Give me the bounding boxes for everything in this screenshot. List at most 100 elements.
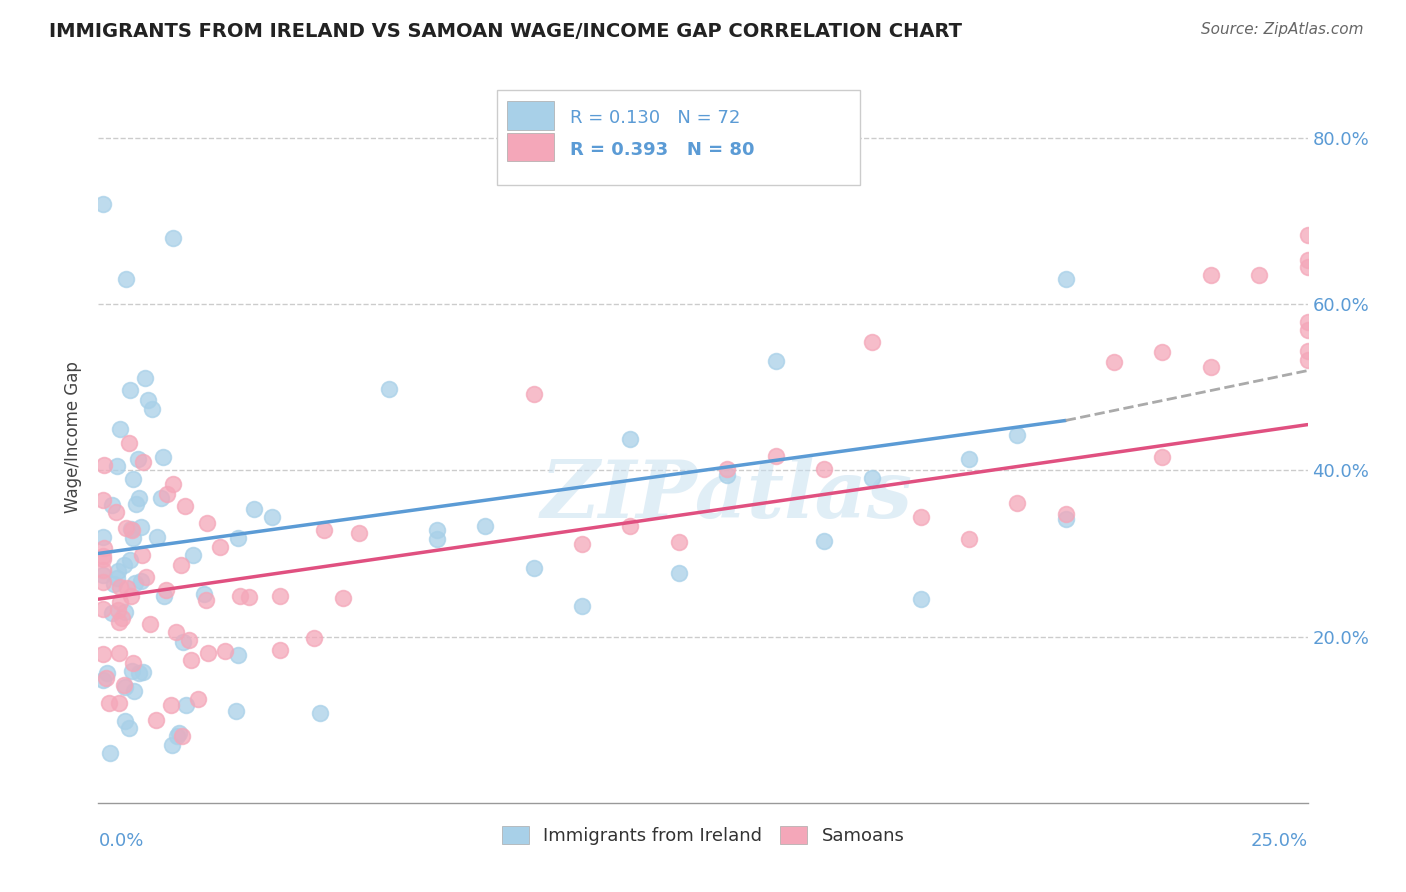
Point	[910, 591, 932, 606]
Point	[108, 646, 131, 660]
Point	[1054, 508, 1077, 522]
Point	[124, 576, 146, 591]
Point	[1296, 260, 1319, 274]
Point	[314, 523, 336, 537]
Legend: Immigrants from Ireland, Samoans: Immigrants from Ireland, Samoans	[495, 819, 911, 852]
Point	[1054, 272, 1077, 286]
Point	[174, 698, 197, 712]
Y-axis label: Wage/Income Gap: Wage/Income Gap	[65, 361, 83, 513]
Point	[91, 563, 114, 577]
Point	[1102, 355, 1125, 369]
Point	[100, 607, 122, 621]
Point	[193, 587, 215, 601]
Point	[105, 571, 128, 585]
Point	[716, 461, 738, 475]
Point	[1152, 344, 1174, 359]
Point	[103, 576, 125, 591]
Point	[162, 477, 184, 491]
Point	[1296, 343, 1319, 358]
Point	[108, 580, 131, 594]
Point	[1152, 450, 1174, 464]
Point	[162, 230, 184, 244]
Point	[136, 392, 159, 407]
Point	[177, 633, 200, 648]
Point	[110, 422, 132, 436]
Point	[131, 574, 153, 589]
Point	[716, 467, 738, 482]
Point	[120, 590, 142, 604]
Point	[1199, 268, 1222, 283]
Point	[91, 492, 114, 507]
Point	[115, 272, 138, 286]
Point	[172, 729, 194, 743]
Point	[1296, 253, 1319, 268]
Point	[122, 683, 145, 698]
Point	[118, 553, 141, 567]
Point	[96, 665, 118, 680]
Point	[128, 665, 150, 680]
Point	[114, 605, 136, 619]
Point	[957, 451, 980, 466]
Point	[118, 721, 141, 735]
Point	[813, 533, 835, 548]
Point	[91, 601, 114, 615]
Point	[195, 516, 218, 530]
Point	[426, 532, 449, 546]
Point	[242, 502, 264, 516]
Point	[208, 540, 231, 554]
Point	[1249, 268, 1271, 282]
Point	[108, 595, 131, 609]
Point	[91, 530, 114, 544]
Point	[91, 549, 114, 563]
Point	[131, 548, 153, 562]
Point	[114, 714, 136, 729]
Text: 0.0%: 0.0%	[98, 832, 143, 850]
Point	[238, 590, 260, 604]
Point	[426, 524, 449, 538]
Point	[1296, 227, 1319, 242]
Point	[765, 354, 787, 368]
Point	[149, 491, 172, 505]
Point	[668, 566, 690, 580]
Point	[145, 713, 167, 727]
Point	[91, 574, 114, 589]
Point	[765, 449, 787, 463]
Point	[141, 401, 163, 416]
Point	[135, 570, 157, 584]
Point	[127, 451, 149, 466]
Point	[159, 698, 181, 712]
Point	[122, 532, 145, 546]
Point	[114, 680, 136, 694]
FancyBboxPatch shape	[498, 90, 860, 185]
Point	[107, 602, 129, 616]
Point	[122, 472, 145, 486]
Point	[813, 462, 835, 476]
Point	[112, 558, 135, 572]
Point	[128, 491, 150, 505]
Point	[131, 519, 153, 533]
Text: R = 0.130   N = 72: R = 0.130 N = 72	[569, 110, 741, 128]
Point	[571, 537, 593, 551]
Point	[269, 589, 291, 603]
Text: Source: ZipAtlas.com: Source: ZipAtlas.com	[1201, 22, 1364, 37]
Point	[180, 652, 202, 666]
Point	[173, 500, 195, 514]
Point	[121, 523, 143, 537]
Text: ZIPatlas: ZIPatlas	[541, 457, 914, 534]
Point	[165, 624, 187, 639]
Point	[94, 671, 117, 685]
Point	[118, 435, 141, 450]
Point	[125, 497, 148, 511]
Point	[155, 582, 177, 597]
Point	[107, 564, 129, 578]
Point	[93, 458, 115, 472]
Point	[304, 631, 326, 645]
Point	[91, 647, 114, 661]
Point	[474, 519, 496, 533]
Point	[349, 525, 371, 540]
Point	[619, 519, 641, 533]
Point	[120, 383, 142, 397]
Point	[111, 611, 134, 625]
Point	[1007, 496, 1029, 510]
Point	[860, 335, 883, 350]
